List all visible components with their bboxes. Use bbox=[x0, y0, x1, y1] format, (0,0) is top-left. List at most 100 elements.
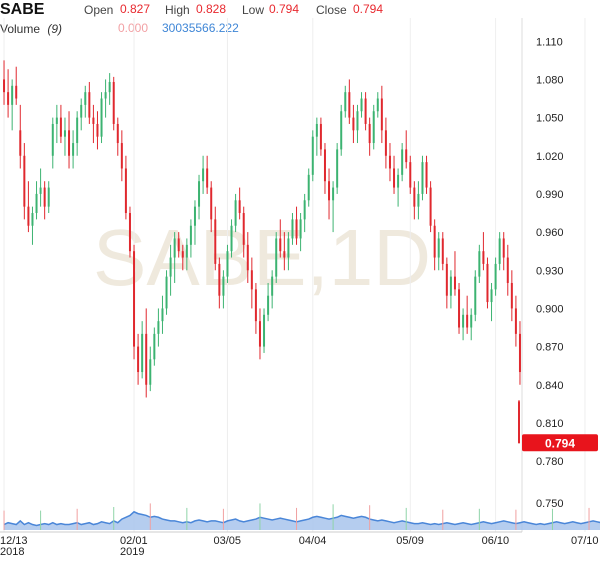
candle-body bbox=[128, 213, 131, 252]
candle-body bbox=[47, 187, 50, 207]
candle bbox=[323, 143, 326, 194]
candle-body bbox=[421, 162, 424, 194]
candle bbox=[250, 257, 253, 309]
candle bbox=[23, 143, 26, 220]
price-tick-label: 0.990 bbox=[536, 189, 564, 201]
candle-body bbox=[518, 401, 520, 444]
candle-body bbox=[449, 276, 452, 296]
candle-body bbox=[177, 238, 180, 252]
time-tick-label: 02/01 bbox=[120, 535, 148, 547]
close-value: 0.794 bbox=[353, 2, 383, 16]
candle bbox=[39, 168, 42, 207]
candle-last bbox=[518, 400, 520, 444]
candle-body bbox=[388, 155, 391, 169]
candle bbox=[295, 206, 298, 245]
candle-body bbox=[437, 238, 440, 258]
candle-body bbox=[169, 257, 172, 277]
candle-body bbox=[59, 117, 62, 137]
candle bbox=[63, 117, 66, 156]
candle bbox=[267, 282, 270, 322]
candle-body bbox=[401, 149, 404, 175]
candle bbox=[425, 155, 428, 194]
candle-body bbox=[202, 168, 205, 182]
candle-body bbox=[234, 200, 237, 226]
candle bbox=[189, 219, 192, 258]
candle bbox=[218, 257, 221, 309]
candle-body bbox=[279, 238, 282, 252]
candle-body bbox=[7, 92, 10, 105]
candle-body bbox=[238, 200, 241, 214]
candle-body bbox=[462, 314, 465, 328]
candle-body bbox=[31, 213, 34, 226]
price-candles bbox=[3, 60, 521, 444]
candle bbox=[92, 104, 95, 144]
candle bbox=[315, 117, 318, 156]
candle-body bbox=[291, 219, 294, 239]
price-tick-label: 1.080 bbox=[536, 74, 564, 86]
candle bbox=[7, 69, 10, 118]
candle-body bbox=[307, 174, 310, 201]
candle-body bbox=[510, 282, 513, 309]
candle-body bbox=[328, 181, 331, 201]
candle bbox=[202, 155, 205, 194]
candle-body bbox=[311, 136, 314, 175]
candle bbox=[356, 104, 359, 144]
candle bbox=[360, 92, 363, 118]
candle-body bbox=[165, 276, 168, 309]
candle bbox=[437, 232, 440, 271]
candle-body bbox=[344, 92, 347, 112]
candle-body bbox=[425, 162, 428, 188]
candle bbox=[271, 270, 274, 309]
candle bbox=[417, 181, 420, 220]
candle-body bbox=[189, 225, 192, 245]
candle bbox=[59, 104, 62, 144]
price-axis: 1.110 1.080 1.050 1.020 0.990 0.960 0.930 0.900… bbox=[536, 36, 564, 510]
candle bbox=[372, 104, 375, 150]
candle bbox=[104, 79, 107, 118]
candle-body bbox=[393, 168, 396, 188]
candle bbox=[494, 257, 497, 296]
candle-body bbox=[453, 276, 456, 290]
candle bbox=[141, 321, 144, 379]
candle bbox=[161, 295, 164, 334]
candle-body bbox=[246, 244, 249, 271]
candle bbox=[470, 308, 473, 341]
candle-body bbox=[323, 149, 326, 182]
candle-body bbox=[445, 263, 448, 296]
candle-body bbox=[336, 149, 339, 188]
candle-body bbox=[417, 193, 420, 207]
candle-body bbox=[120, 143, 123, 169]
candle bbox=[498, 232, 501, 271]
candle-body bbox=[181, 251, 184, 258]
candle bbox=[405, 130, 408, 169]
candle bbox=[478, 244, 481, 283]
candle bbox=[474, 270, 477, 322]
volume-label-text: Volume bbox=[0, 22, 40, 36]
candle-body bbox=[124, 168, 127, 214]
candle-body bbox=[112, 81, 115, 124]
candle bbox=[185, 238, 188, 271]
candle-body bbox=[368, 123, 371, 144]
candle bbox=[80, 98, 83, 131]
candle-body bbox=[226, 251, 229, 277]
candle-body bbox=[502, 238, 505, 258]
candle bbox=[466, 295, 469, 334]
high-value: 0.828 bbox=[196, 2, 226, 16]
candle-body bbox=[96, 123, 99, 137]
candle bbox=[328, 168, 331, 220]
candle-body bbox=[340, 111, 343, 150]
candle bbox=[482, 232, 485, 271]
time-tick-sublabel: 2019 bbox=[120, 546, 144, 558]
candle bbox=[506, 244, 509, 296]
price-tick-label: 0.810 bbox=[536, 418, 564, 430]
candle bbox=[344, 85, 347, 118]
candle bbox=[55, 104, 58, 144]
candle-body bbox=[250, 270, 253, 290]
candle bbox=[291, 213, 294, 245]
candle bbox=[453, 251, 456, 296]
candle bbox=[193, 200, 196, 245]
candle-body bbox=[372, 111, 375, 144]
